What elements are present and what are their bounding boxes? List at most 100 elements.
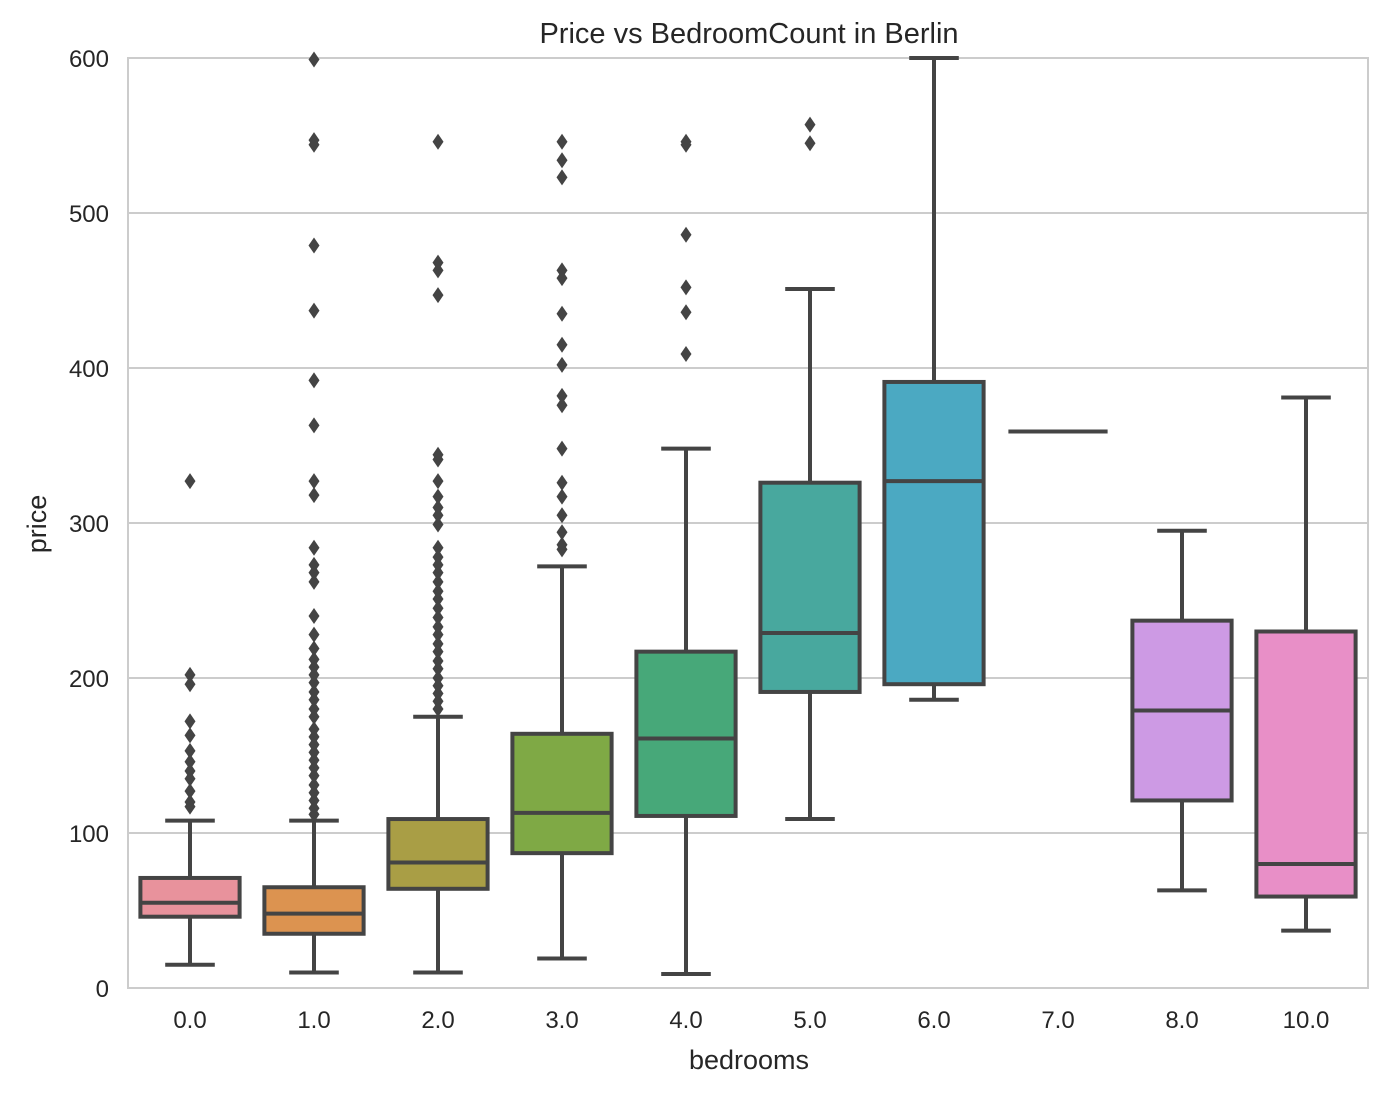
y-tick-label-200: 200 bbox=[69, 666, 109, 693]
outlier-point bbox=[308, 776, 320, 793]
outlier-point bbox=[556, 488, 568, 505]
outlier-point bbox=[556, 336, 568, 353]
outlier-point bbox=[680, 279, 692, 296]
outlier-point bbox=[680, 304, 692, 321]
x-tick-label-4.0: 4.0 bbox=[669, 1007, 702, 1034]
y-tick-labels: 0 100 200 300 400 500 600 bbox=[69, 46, 109, 1003]
outlier-point bbox=[184, 753, 196, 770]
outlier-point bbox=[308, 302, 320, 319]
outlier-point bbox=[308, 573, 320, 590]
outlier-point bbox=[184, 727, 196, 744]
outlier-point bbox=[556, 507, 568, 524]
box-1.0 bbox=[262, 51, 366, 975]
outlier-point bbox=[432, 652, 444, 669]
outlier-point bbox=[556, 524, 568, 541]
outlier-point bbox=[556, 169, 568, 186]
box-3.0 bbox=[510, 133, 614, 961]
outlier-point bbox=[432, 473, 444, 490]
outlier-point bbox=[308, 237, 320, 254]
x-tick-label-2.0: 2.0 bbox=[421, 1007, 454, 1034]
outlier-point bbox=[308, 417, 320, 434]
outlier-point bbox=[432, 609, 444, 626]
outlier-point bbox=[184, 783, 196, 800]
outlier-point bbox=[556, 387, 568, 404]
outlier-point bbox=[308, 608, 320, 624]
y-tick-label-400: 400 bbox=[69, 356, 109, 383]
outlier-point bbox=[432, 133, 444, 150]
outlier-point bbox=[308, 473, 320, 490]
y-tick-label-300: 300 bbox=[69, 511, 109, 538]
outlier-point bbox=[432, 670, 444, 686]
outlier-point bbox=[432, 446, 444, 463]
x-tick-label-6.0: 6.0 bbox=[917, 1007, 950, 1034]
y-tick-label-500: 500 bbox=[69, 201, 109, 228]
box-body bbox=[882, 379, 986, 687]
outlier-point bbox=[680, 226, 692, 243]
outlier-point bbox=[432, 488, 444, 505]
outlier-point bbox=[556, 474, 568, 491]
outlier-point bbox=[308, 651, 320, 668]
outlier-point bbox=[432, 287, 444, 304]
outlier-point bbox=[184, 763, 196, 779]
outlier-point bbox=[432, 583, 444, 600]
outlier-point bbox=[432, 516, 444, 533]
outlier-point bbox=[184, 742, 196, 759]
box-10.0 bbox=[1254, 395, 1358, 933]
plot-border bbox=[127, 57, 1369, 989]
x-tick-label-8.0: 8.0 bbox=[1165, 1007, 1198, 1034]
outlier-point bbox=[184, 666, 196, 683]
outlier-point bbox=[184, 713, 196, 730]
outlier-point bbox=[308, 487, 320, 504]
outlier-point bbox=[556, 133, 568, 150]
outlier-point bbox=[804, 116, 816, 133]
outlier-point bbox=[308, 626, 320, 643]
box-body bbox=[262, 885, 366, 936]
outlier-point bbox=[184, 676, 196, 693]
outlier-point bbox=[556, 262, 568, 279]
box-8.0 bbox=[1130, 528, 1234, 893]
plot-frame bbox=[127, 57, 1369, 989]
x-tick-label-10.0: 10.0 bbox=[1283, 1007, 1330, 1034]
outlier-point bbox=[308, 51, 320, 68]
box-6.0 bbox=[882, 56, 986, 702]
x-tick-label-0.0: 0.0 bbox=[173, 1007, 206, 1034]
x-tick-label-7.0: 7.0 bbox=[1041, 1007, 1074, 1034]
outlier-point bbox=[184, 473, 196, 490]
box-body bbox=[138, 875, 242, 919]
y-axis-label: price bbox=[22, 495, 52, 554]
box-0.0 bbox=[138, 473, 242, 967]
outlier-point bbox=[308, 683, 320, 700]
y-tick-label-100: 100 bbox=[69, 821, 109, 848]
outlier-point bbox=[556, 305, 568, 322]
outlier-point bbox=[556, 152, 568, 169]
chart-title: Price vs BedroomCount in Berlin bbox=[539, 18, 958, 50]
outlier-point bbox=[432, 635, 444, 652]
outlier-point bbox=[556, 397, 568, 414]
outlier-point bbox=[432, 618, 444, 635]
outlier-point bbox=[432, 499, 444, 516]
outlier-point bbox=[804, 135, 816, 152]
outlier-point bbox=[308, 556, 320, 573]
y-tick-label-600: 600 bbox=[69, 46, 109, 73]
outlier-point bbox=[308, 372, 320, 389]
x-tick-label-5.0: 5.0 bbox=[793, 1007, 826, 1034]
box-5.0 bbox=[758, 116, 862, 822]
box-body bbox=[386, 817, 490, 891]
outlier-point bbox=[432, 573, 444, 590]
box-body bbox=[758, 480, 862, 694]
outlier-point bbox=[680, 133, 692, 150]
outlier-point bbox=[308, 132, 320, 149]
box-body bbox=[510, 731, 614, 856]
outlier-point bbox=[432, 549, 444, 566]
y-tick-label-0: 0 bbox=[96, 976, 109, 1003]
outlier-point bbox=[308, 721, 320, 738]
outlier-point bbox=[556, 440, 568, 457]
x-tick-labels: 0.0 1.0 2.0 3.0 4.0 5.0 6.0 7.0 8.0 10.0 bbox=[173, 1007, 1329, 1034]
x-tick-label-3.0: 3.0 bbox=[545, 1007, 578, 1034]
outlier-point bbox=[432, 539, 444, 556]
outlier-point bbox=[680, 346, 692, 363]
outlier-point bbox=[556, 536, 568, 553]
outlier-point bbox=[308, 539, 320, 556]
